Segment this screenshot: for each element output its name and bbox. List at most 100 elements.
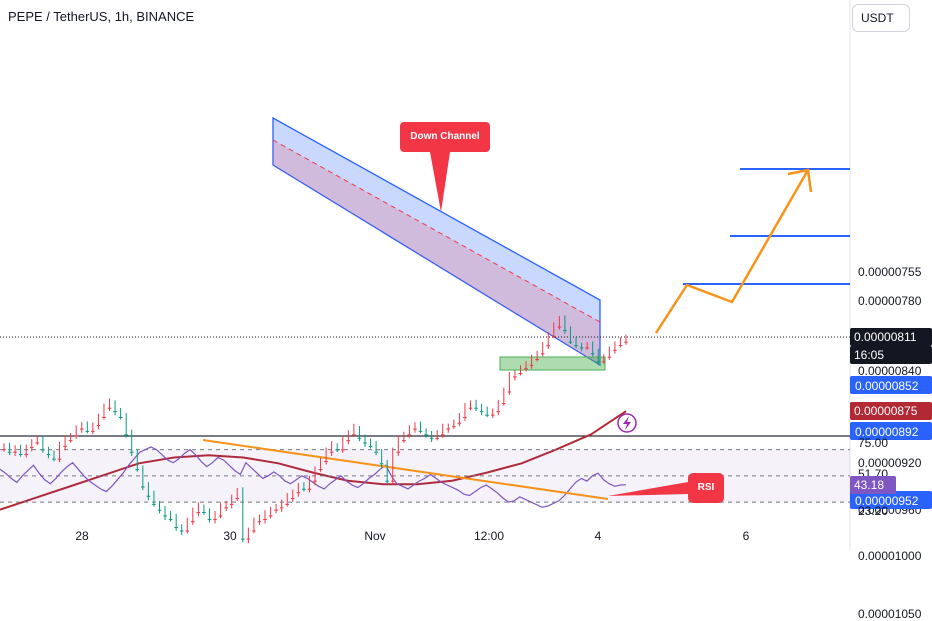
candle-body [113,411,117,413]
moving-average-line [0,410,627,511]
candle-body [352,434,356,436]
candle-body [268,515,273,517]
candle-body [235,498,240,500]
price-tick-label: 0.00000780 [858,294,922,309]
rsi-value-tag: 43.18 [850,475,896,494]
candle-body [435,437,439,439]
candle-body [41,449,45,451]
candle-body [29,447,34,449]
price-tag: 0.00000852 [850,375,932,394]
candle-body [379,463,384,465]
candle-body [607,356,612,358]
candle-body [479,411,484,413]
candle-body [424,434,428,436]
time-tick-label: 6 [742,529,750,543]
down-channel [272,116,601,367]
plot-background [0,0,850,550]
candle-body [346,440,351,442]
candle-body [96,425,101,427]
chart-canvas[interactable] [0,0,932,550]
time-tick-label: 30 [223,529,237,543]
candle-body [285,503,290,505]
candle-body [463,416,467,418]
candle-body [91,430,95,432]
price-tick-label: 0.00000920 [858,456,922,471]
candle-body [63,445,67,447]
candle-body [585,347,589,349]
candle-body [557,326,562,328]
price-tag: 0.00000811 [850,328,932,346]
candle-body [52,458,56,460]
candle-body [374,451,378,453]
candle-body [474,407,478,409]
candle-body [79,428,84,430]
countdown-label: 16:05 [850,346,932,364]
candle-body [590,353,595,355]
projection-arrowhead [787,168,813,193]
candle-body [413,428,417,430]
candle-body [18,454,23,456]
candle-body [279,507,284,509]
support-zone [499,356,606,371]
candle-body [440,434,445,436]
candle-body [574,345,578,347]
candle-body [163,515,167,517]
candle-body [107,407,112,409]
time-tick-label: Nov [364,529,386,543]
candle-body [157,509,162,511]
candle-body [46,454,51,456]
candle-body [168,518,173,520]
candle-body [568,341,573,343]
lightning-icon[interactable] [617,413,637,433]
lightning-bolt [623,416,631,430]
candle-body [402,440,406,442]
currency-button[interactable]: USDT [852,4,910,32]
candle-body [485,414,489,416]
candle-body [446,428,451,430]
time-tick-label: 28 [75,529,89,543]
candle-body [246,538,251,540]
candle-body [185,530,190,532]
candle-body [252,530,256,532]
candle-body [129,451,134,453]
candle-body [429,437,434,439]
candle-body [390,480,395,482]
price-tick-label: 0.00000755 [858,265,922,280]
candle-body [2,449,6,451]
candle-body [102,416,106,418]
candle-body [196,511,201,513]
candle-body [290,498,295,500]
candle-body [563,330,567,332]
candle-body [85,430,90,432]
candle-body [396,451,401,453]
price-tag: 0.00000952 [850,491,932,510]
candle-body [418,430,423,432]
candle-body [601,361,606,363]
candle-body [24,454,29,456]
price-tag: 0.00000875 [850,402,932,421]
rsi-tick-label: 75.00 [858,436,889,450]
candle-body [624,341,628,343]
candle-body [513,376,517,378]
candle-body [191,521,195,523]
price-tick-label: 0.00001000 [858,549,922,563]
candle-body [502,403,506,405]
candle-body [524,368,528,370]
projection-path [654,169,810,334]
candle-body [257,521,262,523]
candle-body [35,442,40,444]
candle-body [363,442,367,444]
candle-body [496,411,501,413]
candle-body [57,458,62,460]
candle-body [490,414,495,416]
candle-body [340,449,345,451]
symbol-title: PEPE / TetherUS, 1h, BINANCE [8,9,195,24]
candle-body [457,422,462,424]
rsi-callout: RSI [688,473,724,503]
candle-body [74,435,78,437]
price-tick-label: 0.00001050 [858,606,922,621]
candle-body [118,416,123,418]
candle-body [7,451,12,453]
candle-body [302,488,306,490]
candle-body [329,451,334,453]
